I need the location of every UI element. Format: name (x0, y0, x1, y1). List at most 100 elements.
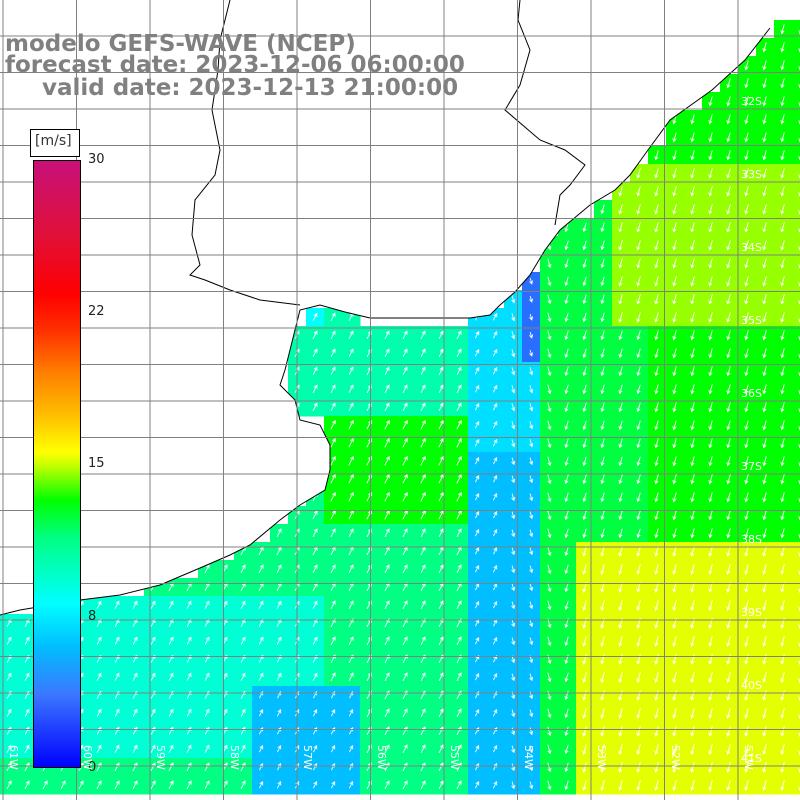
wind-arrow (780, 384, 785, 395)
wind-arrow (726, 779, 731, 791)
wind-arrow (582, 743, 587, 755)
wind-arrow (636, 348, 641, 359)
wind-arrow (744, 312, 749, 323)
wind-cell (792, 308, 800, 327)
wind-arrow (529, 745, 534, 754)
lon-label: 56W (374, 745, 388, 770)
wind-arrow (312, 312, 318, 321)
wind-arrow (600, 348, 605, 359)
wind-arrow (762, 671, 767, 683)
wind-arrow (456, 672, 462, 682)
wind-arrow (726, 222, 731, 233)
wind-arrow (690, 725, 695, 737)
wind-arrow (654, 563, 659, 575)
wind-arrow (330, 780, 336, 789)
wind-arrow (384, 564, 390, 574)
wind-arrow (384, 437, 390, 448)
wind-arrow (150, 708, 156, 717)
wind-arrow (492, 348, 498, 357)
wind-arrow (511, 493, 516, 502)
wind-arrow (24, 618, 30, 627)
wind-arrow (564, 510, 569, 521)
wind-arrow (690, 743, 695, 755)
wind-arrow (672, 671, 677, 683)
wind-arrow (636, 510, 641, 521)
wind-arrow (636, 312, 641, 323)
wind-arrow (654, 492, 659, 503)
wind-arrow (708, 528, 713, 539)
wind-arrow (529, 763, 534, 772)
wind-arrow (744, 474, 749, 485)
wind-arrow (564, 240, 569, 251)
wind-arrow (474, 456, 480, 465)
wind-arrow (780, 258, 785, 269)
wind-arrow (690, 132, 695, 143)
wind-arrow (654, 599, 659, 611)
wind-arrow (762, 545, 767, 557)
wind-arrow (474, 600, 480, 609)
wind-arrow (420, 330, 426, 340)
wind-arrow (672, 366, 677, 377)
wind-arrow (600, 599, 605, 611)
wind-arrow (330, 528, 336, 538)
wind-arrow (744, 671, 749, 683)
wind-arrow (564, 366, 569, 377)
wind-arrow (6, 708, 12, 717)
wind-arrow (150, 618, 156, 627)
wind-arrow (168, 618, 174, 627)
land-mass (0, 0, 770, 615)
wind-arrow (618, 258, 623, 269)
wind-arrow (420, 636, 426, 646)
colorbar-unit-box: [m/s] (30, 129, 80, 157)
wind-arrow (672, 132, 677, 143)
wind-arrow (600, 545, 605, 557)
wind-arrow (708, 402, 713, 413)
wind-arrow (547, 402, 552, 413)
wind-arrow (384, 491, 390, 502)
wind-cell (792, 236, 800, 255)
wind-arrow (708, 348, 713, 359)
wind-arrow (384, 473, 390, 484)
wind-arrow (618, 240, 623, 251)
wind-arrow (618, 456, 623, 467)
wind-arrow (258, 564, 264, 574)
wind-arrow (492, 780, 498, 789)
wind-arrow (78, 780, 84, 790)
wind-arrow (582, 294, 587, 305)
wind-arrow (529, 421, 534, 430)
wind-arrow (492, 474, 498, 483)
wind-cell (792, 128, 800, 147)
wind-arrow (438, 402, 444, 412)
wind-arrow (564, 456, 569, 467)
wind-arrow (636, 761, 641, 773)
wind-cell (792, 362, 800, 381)
wind-arrow (384, 744, 390, 754)
wind-arrow (582, 474, 587, 485)
wind-arrow (636, 438, 641, 449)
wind-arrow (474, 402, 480, 411)
wind-cell (792, 398, 800, 417)
wind-arrow (708, 204, 713, 215)
wind-arrow (690, 563, 695, 575)
wind-arrow (618, 599, 623, 611)
wind-arrow (564, 402, 569, 413)
wind-cell (792, 254, 800, 273)
lon-label: 57W (301, 745, 314, 770)
wind-arrow (690, 402, 695, 413)
wind-arrow (6, 672, 12, 681)
wind-arrow (780, 294, 785, 305)
wind-arrow (438, 600, 444, 610)
wind-arrow (708, 330, 713, 341)
wind-arrow (672, 258, 677, 269)
wind-arrow (672, 689, 677, 701)
wind-arrow (636, 402, 641, 413)
wind-arrow (762, 456, 767, 467)
wind-arrow (529, 619, 534, 628)
wind-arrow (582, 510, 587, 521)
wind-arrow (240, 564, 246, 574)
wind-arrow (618, 330, 623, 341)
wind-arrow (96, 744, 102, 753)
wind-arrow (456, 366, 462, 376)
title-valid-date: valid date: 2023-12-13 21:00:00 (42, 75, 459, 101)
wind-arrow (24, 744, 30, 753)
